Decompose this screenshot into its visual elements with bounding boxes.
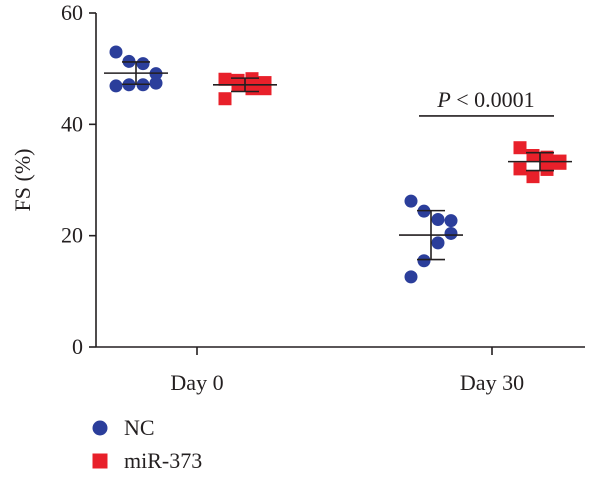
data-point-nc (431, 213, 445, 227)
data-point-mir-373 (526, 170, 540, 184)
data-point-nc (109, 45, 123, 59)
data-point-mir-373 (513, 141, 527, 155)
data-point-nc (404, 194, 418, 208)
data-point-nc (149, 76, 163, 90)
annotations: P < 0.0001 (419, 87, 554, 117)
legend-label: miR-373 (124, 448, 202, 473)
data-point-mir-373 (553, 156, 567, 170)
y-axis-title: FS (%) (10, 149, 35, 212)
axes: 0 20 40 60 FS (%) Day 0 Day 30 (10, 0, 585, 395)
legend-label: NC (124, 415, 155, 440)
p-value-label: P < 0.0001 (436, 87, 534, 112)
data-point-nc (136, 57, 150, 71)
data-point-nc (404, 270, 418, 284)
y-tick-label: 60 (61, 0, 83, 25)
y-tick-label: 40 (61, 111, 83, 136)
data-point-mir-373 (526, 149, 540, 163)
data-point-mir-373 (513, 162, 527, 176)
y-tick-label: 0 (72, 334, 83, 359)
data-point-mir-373 (218, 92, 232, 106)
data-point-nc (444, 214, 458, 228)
y-tick-label: 20 (61, 223, 83, 248)
plot-area (104, 45, 572, 284)
data-point-nc (444, 226, 458, 240)
data-point-mir-373 (540, 162, 554, 176)
legend: NC miR-373 (92, 415, 202, 473)
legend-marker-square (92, 453, 108, 469)
x-tick-label: Day 0 (170, 370, 223, 395)
x-tick-label: Day 30 (460, 370, 524, 395)
data-point-nc (417, 254, 431, 268)
legend-marker-circle (92, 420, 108, 436)
data-point-mir-373 (540, 150, 554, 164)
data-point-mir-373 (218, 72, 232, 86)
data-point-nc (109, 79, 123, 93)
data-point-nc (431, 236, 445, 250)
